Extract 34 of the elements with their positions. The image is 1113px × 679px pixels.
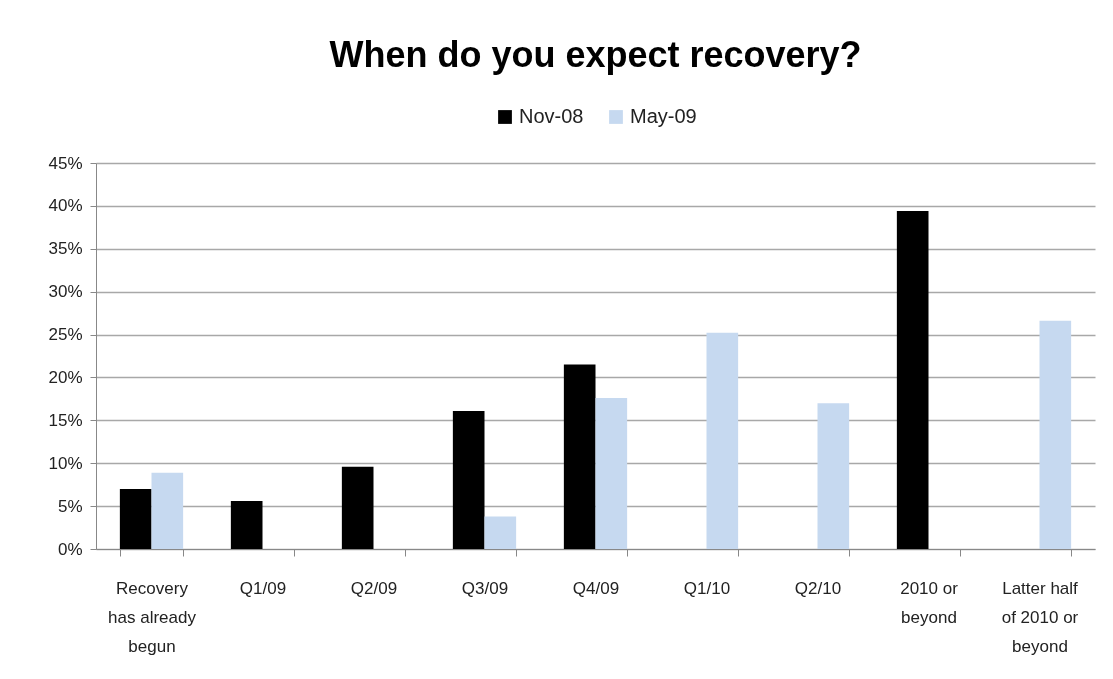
x-tick-label: Recovery has already begun	[108, 578, 197, 656]
bar	[706, 332, 739, 549]
bar	[341, 466, 374, 549]
y-tick-label: 45%	[48, 153, 83, 173]
chart-title: When do you expect recovery?	[329, 34, 862, 75]
y-tick-label: 25%	[48, 325, 83, 345]
y-tick-label: 20%	[48, 367, 83, 387]
bar	[119, 488, 152, 549]
y-tick-label: 0%	[57, 539, 83, 559]
y-tick-label: 10%	[48, 453, 83, 473]
y-tick-label: 5%	[57, 496, 83, 516]
legend-label: Nov-08	[519, 105, 584, 127]
x-tick-label: Q1/10	[683, 578, 731, 598]
x-tick-label: Q4/09	[572, 578, 620, 598]
x-tick-label: Latter half of 2010 or beyond	[1001, 578, 1079, 656]
bar	[896, 211, 929, 549]
x-tick-label: Q1/09	[239, 578, 287, 598]
bar	[452, 410, 485, 549]
y-tick-label: 40%	[48, 196, 83, 216]
y-tick-label: 15%	[48, 410, 83, 430]
x-tick-label: Q2/09	[350, 578, 398, 598]
bar	[817, 403, 850, 549]
x-tick-label: Q2/10	[794, 578, 842, 598]
x-tick-label: 2010 or beyond	[900, 578, 959, 627]
legend-label: May-09	[630, 105, 697, 127]
bar	[563, 364, 596, 549]
bar	[230, 500, 263, 549]
bar	[595, 398, 628, 549]
bar	[1039, 320, 1072, 549]
x-tick-label: Q3/09	[461, 578, 509, 598]
y-tick-label: 35%	[48, 239, 83, 259]
y-tick-label: 30%	[48, 282, 83, 302]
bar	[151, 472, 184, 549]
bar	[484, 516, 517, 549]
